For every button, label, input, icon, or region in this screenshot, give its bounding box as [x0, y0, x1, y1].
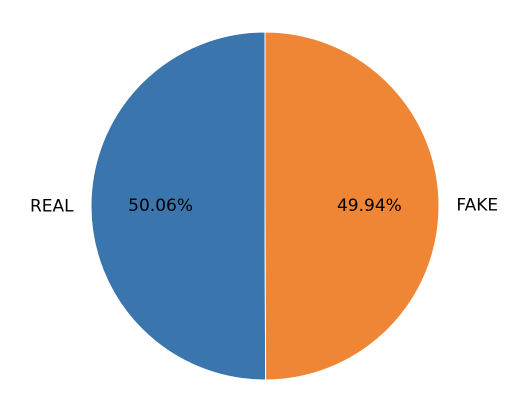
pie-slice-fake	[264, 31, 440, 381]
pie-labels: REAL 50.06% FAKE 49.94%	[30, 196, 498, 217]
slice-pct-label-real: 50.06%	[128, 196, 193, 216]
slice-label-fake: FAKE	[456, 196, 498, 216]
pie-slice-real	[90, 31, 267, 381]
pie-slices	[90, 31, 440, 381]
slice-pct-label-fake: 49.94%	[337, 196, 402, 216]
slice-label-real: REAL	[30, 196, 74, 216]
